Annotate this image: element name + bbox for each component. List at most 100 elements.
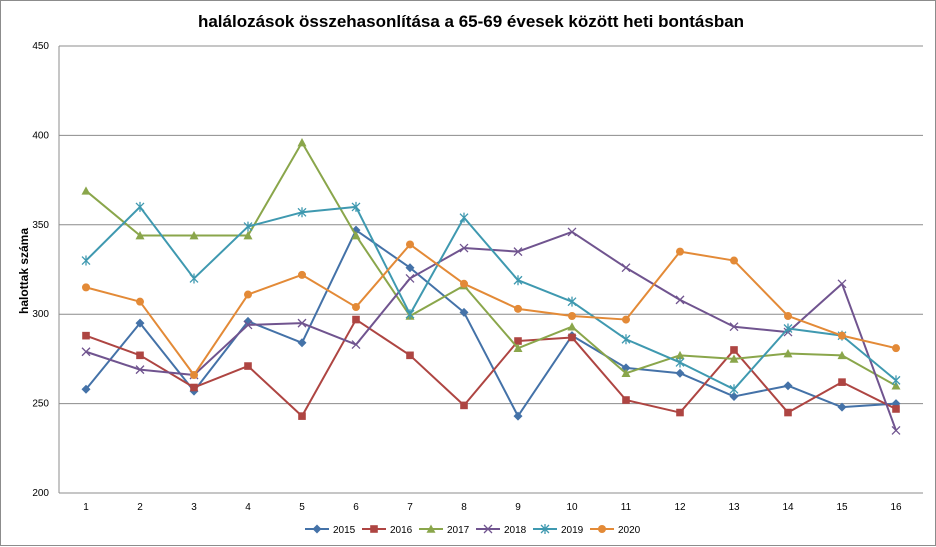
data-point xyxy=(622,396,630,404)
data-point xyxy=(891,425,901,435)
data-point xyxy=(81,186,91,195)
data-point xyxy=(297,138,307,147)
data-point xyxy=(351,340,361,350)
data-point xyxy=(243,320,253,330)
data-point xyxy=(513,247,523,257)
data-point xyxy=(244,290,252,299)
data-point xyxy=(460,401,468,410)
legend: 2015 2016 2017 2018 2019 2020 xyxy=(305,524,641,536)
data-point xyxy=(784,311,792,320)
data-point xyxy=(81,347,91,357)
data-point xyxy=(81,384,91,394)
series-line xyxy=(85,243,897,376)
legend-marker xyxy=(370,525,378,533)
gridlines xyxy=(58,45,923,494)
y-axis-ticks: 200 250 300 350 400 450 xyxy=(32,41,49,499)
data-point xyxy=(622,315,630,324)
chart-title: halálozások összehasonlítása a 65-69 éve… xyxy=(198,12,744,31)
data-point xyxy=(513,275,523,286)
x-tick-label: 16 xyxy=(890,502,902,513)
data-point xyxy=(783,349,793,358)
data-point xyxy=(135,365,145,375)
data-point xyxy=(82,283,90,292)
data-point xyxy=(460,279,468,288)
x-tick-label: 12 xyxy=(674,502,686,513)
data-point xyxy=(514,337,522,345)
legend-item-2020: 2020 xyxy=(590,525,641,536)
series-2016 xyxy=(82,315,900,420)
data-point xyxy=(837,279,847,289)
data-point xyxy=(675,357,685,368)
data-point xyxy=(352,303,360,312)
data-point xyxy=(243,316,253,326)
data-point xyxy=(136,297,144,306)
y-tick-label: 350 xyxy=(32,220,49,231)
data-point xyxy=(891,375,901,386)
legend-label: 2019 xyxy=(561,525,584,536)
data-point xyxy=(513,411,523,421)
data-point xyxy=(621,263,631,273)
data-point xyxy=(837,350,847,360)
x-tick-label: 11 xyxy=(621,502,632,513)
y-tick-label: 450 xyxy=(32,41,49,52)
series-line xyxy=(85,230,897,431)
data-point xyxy=(567,296,577,307)
data-point xyxy=(729,354,739,363)
data-point xyxy=(675,368,685,378)
series-2017 xyxy=(81,138,901,390)
data-point xyxy=(568,311,576,320)
x-tick-label: 13 xyxy=(728,502,740,513)
data-point xyxy=(729,322,739,332)
series-2020 xyxy=(82,240,900,379)
x-tick-label: 15 xyxy=(836,502,848,513)
legend-label: 2018 xyxy=(504,525,527,536)
data-point xyxy=(243,231,253,240)
legend-marker xyxy=(483,524,493,534)
data-point xyxy=(297,207,307,218)
data-point xyxy=(729,384,739,395)
data-point xyxy=(891,381,901,390)
x-tick-label: 1 xyxy=(83,502,89,513)
data-point xyxy=(189,231,199,240)
x-axis-ticks: 1 2 3 4 5 6 7 8 9 10 11 12 13 14 15 16 xyxy=(83,502,902,513)
data-point xyxy=(297,338,307,348)
y-tick-label: 250 xyxy=(32,399,49,410)
data-point xyxy=(298,412,306,420)
data-point xyxy=(838,378,846,386)
data-point xyxy=(675,350,685,360)
data-point xyxy=(243,221,253,232)
data-point xyxy=(351,201,361,212)
data-point xyxy=(513,343,523,352)
legend-item-2019: 2019 xyxy=(533,524,584,536)
data-point xyxy=(892,344,900,353)
x-tick-label: 2 xyxy=(137,502,143,513)
x-tick-label: 3 xyxy=(191,502,197,513)
legend-item-2015: 2015 xyxy=(305,524,356,536)
x-tick-label: 14 xyxy=(782,502,794,513)
legend-marker xyxy=(540,524,550,534)
data-point xyxy=(567,322,577,331)
legend-item-2016: 2016 xyxy=(362,525,413,536)
legend-label: 2016 xyxy=(390,525,413,536)
legend-item-2017: 2017 xyxy=(419,524,470,536)
data-point xyxy=(729,391,739,401)
x-tick-label: 9 xyxy=(515,502,521,513)
legend-marker xyxy=(598,525,606,533)
series-line xyxy=(85,205,897,391)
data-point xyxy=(81,255,91,266)
data-point xyxy=(298,270,306,279)
data-point xyxy=(135,318,145,328)
data-point xyxy=(459,307,469,317)
y-axis-title: halottak száma xyxy=(17,228,31,314)
x-tick-label: 5 xyxy=(299,502,305,513)
data-point xyxy=(568,333,576,342)
data-point xyxy=(189,273,199,284)
data-point xyxy=(82,331,90,340)
data-point xyxy=(135,201,145,212)
series-line xyxy=(85,141,897,387)
data-point xyxy=(676,247,684,256)
data-point xyxy=(514,304,522,313)
data-point xyxy=(190,370,198,379)
data-point xyxy=(297,318,307,328)
